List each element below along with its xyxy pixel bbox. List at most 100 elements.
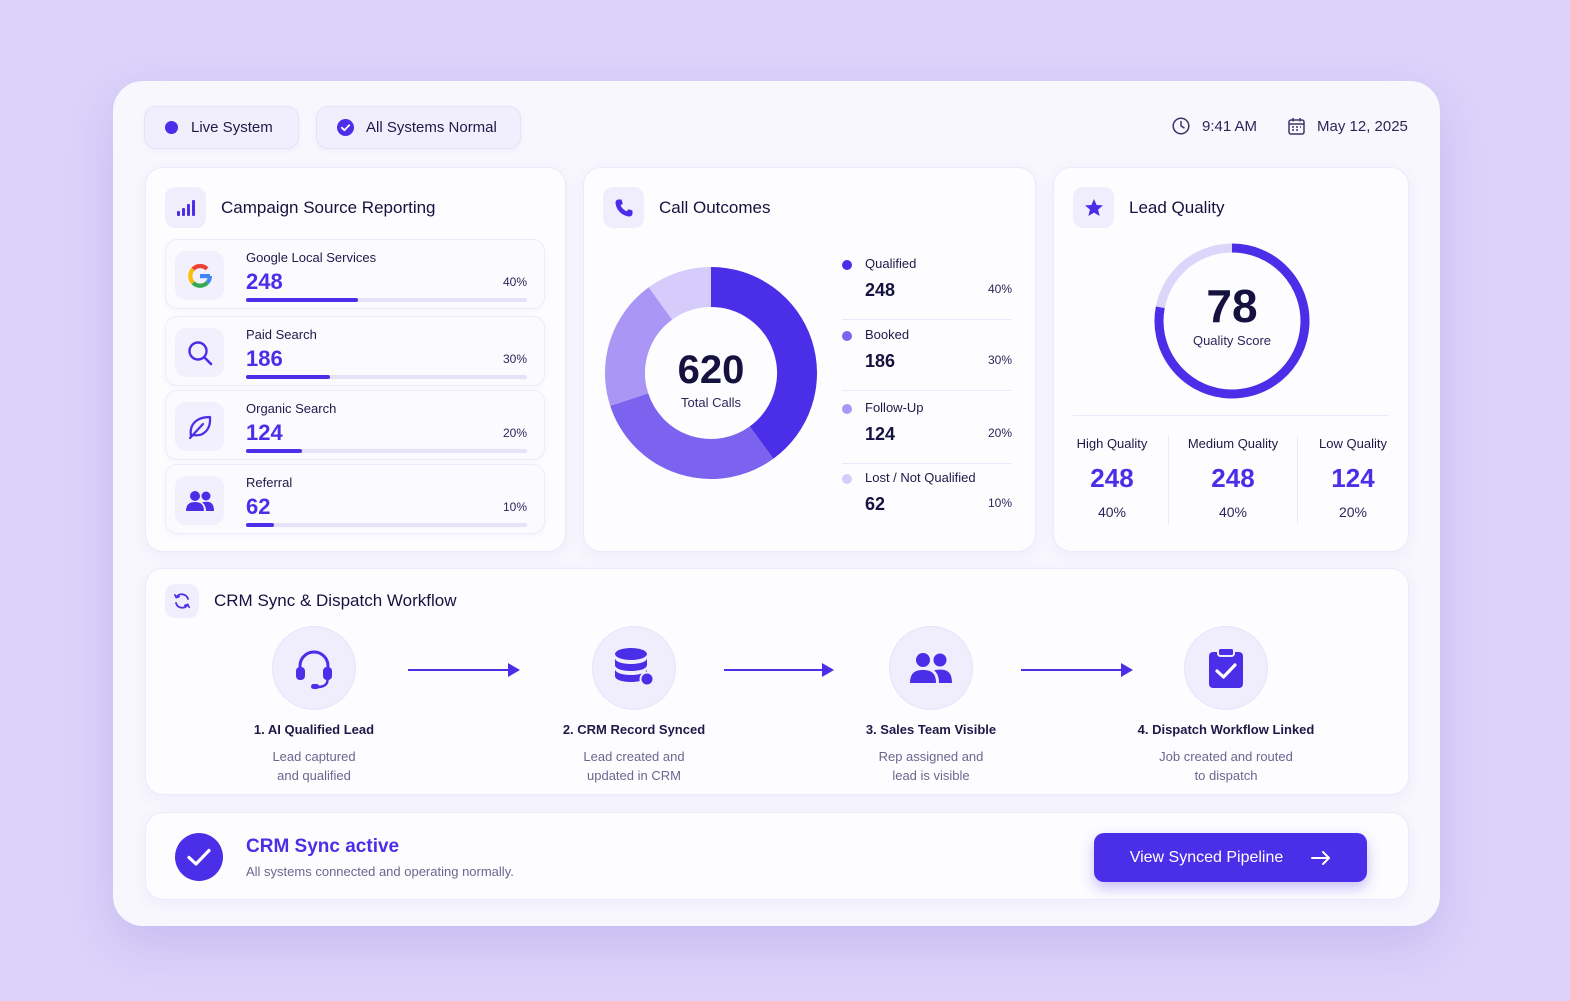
donut-center: 620 Total Calls bbox=[636, 348, 786, 410]
step-title: 4. Dispatch Workflow Linked bbox=[1137, 722, 1315, 737]
source-progress-fill bbox=[246, 298, 359, 302]
database-icon bbox=[592, 626, 676, 710]
date-display: May 12, 2025 bbox=[1288, 117, 1408, 135]
view-synced-pipeline-button[interactable]: View Synced Pipeline bbox=[1094, 833, 1367, 882]
sync-check-icon bbox=[175, 833, 223, 881]
low-quality-stat: Low Quality 124 20% bbox=[1293, 436, 1413, 520]
legend-percent: 20% bbox=[987, 426, 1012, 440]
legend-dot bbox=[842, 474, 852, 484]
step-description: Job created and routed to dispatch bbox=[1116, 747, 1336, 785]
phone-icon bbox=[603, 187, 644, 228]
leaf-icon bbox=[175, 402, 224, 451]
live-system-pill[interactable]: Live System bbox=[144, 106, 299, 149]
legend-name: Follow-Up bbox=[865, 400, 924, 415]
check-circle-icon bbox=[337, 119, 354, 136]
source-progress-track bbox=[246, 449, 527, 453]
legend-percent: 40% bbox=[987, 282, 1012, 296]
tier-label: High Quality bbox=[1076, 436, 1148, 451]
high-quality-stat: High Quality 248 40% bbox=[1052, 436, 1172, 520]
call-outcomes-title: Call Outcomes bbox=[659, 197, 771, 217]
date-text: May 12, 2025 bbox=[1317, 117, 1408, 135]
source-row-google[interactable]: Google Local Services 248 40% bbox=[165, 239, 545, 309]
divider bbox=[1168, 436, 1169, 524]
step-desc-line: updated in CRM bbox=[587, 768, 681, 783]
source-name: Organic Search bbox=[246, 401, 337, 416]
time-text: 9:41 AM bbox=[1202, 117, 1258, 135]
step-desc-line: Lead created and bbox=[583, 749, 685, 764]
lead-quality-card: Lead Quality 78 Quality Score High Quali… bbox=[1053, 167, 1409, 552]
legend-percent: 30% bbox=[987, 353, 1012, 367]
search-icon bbox=[175, 328, 224, 377]
source-percent: 10% bbox=[502, 500, 527, 514]
sync-icon bbox=[165, 584, 199, 618]
donut-slice-3 bbox=[648, 267, 712, 321]
legend-name: Qualified bbox=[865, 256, 917, 271]
live-system-label: Live System bbox=[191, 119, 273, 136]
legend-value: 248 bbox=[865, 280, 896, 300]
step-desc-line: Job created and routed bbox=[1159, 749, 1293, 764]
team-icon bbox=[889, 626, 973, 710]
campaign-source-card: Campaign Source Reporting Google Local S… bbox=[145, 167, 566, 552]
donut-slice-0 bbox=[710, 267, 817, 459]
users-icon bbox=[175, 476, 224, 525]
source-row-paid-search[interactable]: Paid Search 186 30% bbox=[165, 316, 545, 386]
campaign-title: Campaign Source Reporting bbox=[221, 197, 436, 217]
source-value: 248 bbox=[246, 269, 283, 294]
lead-quality-title: Lead Quality bbox=[1129, 197, 1225, 217]
source-percent: 30% bbox=[502, 352, 527, 366]
source-name: Google Local Services bbox=[246, 250, 377, 265]
tier-percent: 20% bbox=[1338, 504, 1368, 520]
tier-label: Low Quality bbox=[1319, 436, 1387, 451]
workflow-title: CRM Sync & Dispatch Workflow bbox=[214, 591, 457, 610]
source-row-organic-search[interactable]: Organic Search 124 20% bbox=[165, 390, 545, 460]
medium-quality-stat: Medium Quality 248 40% bbox=[1173, 436, 1293, 520]
legend-dot bbox=[842, 260, 852, 270]
workflow-card: CRM Sync & Dispatch Workflow 1. AI Quali… bbox=[145, 568, 1409, 795]
clock-icon bbox=[1172, 117, 1190, 135]
tier-label: Medium Quality bbox=[1187, 436, 1279, 451]
legend-item-follow-up: Follow-Up 124 20% bbox=[842, 400, 1012, 464]
tier-percent: 40% bbox=[1218, 504, 1248, 520]
calendar-icon bbox=[1288, 118, 1305, 135]
source-name: Referral bbox=[246, 475, 293, 490]
step-desc-line: and qualified bbox=[277, 768, 351, 783]
tier-value: 248 bbox=[1090, 463, 1134, 493]
score-ring-fill bbox=[1154, 243, 1310, 399]
source-percent: 40% bbox=[502, 275, 527, 289]
clipboard-check-icon bbox=[1184, 626, 1268, 710]
crm-sync-bar: CRM Sync active All systems connected an… bbox=[145, 812, 1409, 900]
total-calls-value: 620 bbox=[677, 348, 745, 392]
crm-sync-subtitle: All systems connected and operating norm… bbox=[246, 864, 514, 879]
workflow-step-3[interactable]: 3. Sales Team Visible Rep assigned and l… bbox=[821, 626, 1041, 785]
flow-arrow bbox=[1021, 663, 1133, 677]
tier-value: 124 bbox=[1331, 463, 1375, 493]
step-description: Rep assigned and lead is visible bbox=[821, 747, 1041, 785]
quality-score-ring bbox=[1154, 243, 1310, 399]
headset-icon bbox=[272, 626, 356, 710]
legend-item-qualified: Qualified 248 40% bbox=[842, 256, 1012, 320]
step-desc-line: Lead captured bbox=[272, 749, 356, 764]
source-progress-track bbox=[246, 298, 527, 302]
bar-chart-icon bbox=[165, 187, 206, 228]
legend-name: Booked bbox=[865, 327, 910, 342]
step-title: 1. AI Qualified Lead bbox=[253, 722, 375, 737]
source-value: 124 bbox=[246, 420, 283, 445]
source-progress-fill bbox=[246, 523, 275, 527]
workflow-step-4[interactable]: 4. Dispatch Workflow Linked Job created … bbox=[1116, 626, 1336, 785]
total-calls-label: Total Calls bbox=[681, 395, 741, 410]
source-row-referral[interactable]: Referral 62 10% bbox=[165, 464, 545, 534]
legend-item-lost: Lost / Not Qualified 62 10% bbox=[842, 470, 1012, 534]
workflow-step-2[interactable]: 2. CRM Record Synced Lead created and up… bbox=[524, 626, 744, 785]
tier-value: 248 bbox=[1211, 463, 1255, 493]
workflow-step-1[interactable]: 1. AI Qualified Lead Lead captured and q… bbox=[204, 626, 424, 785]
arrow-right-icon bbox=[1311, 850, 1331, 865]
step-desc-line: lead is visible bbox=[892, 768, 970, 783]
step-desc-line: Rep assigned and bbox=[878, 749, 984, 764]
legend-name: Lost / Not Qualified bbox=[865, 470, 976, 485]
legend-value: 124 bbox=[865, 424, 896, 444]
donut-slice-2 bbox=[605, 287, 673, 406]
systems-normal-pill[interactable]: All Systems Normal bbox=[316, 106, 521, 149]
star-icon bbox=[1073, 187, 1114, 228]
source-progress-fill bbox=[246, 375, 331, 379]
divider bbox=[1073, 415, 1389, 416]
